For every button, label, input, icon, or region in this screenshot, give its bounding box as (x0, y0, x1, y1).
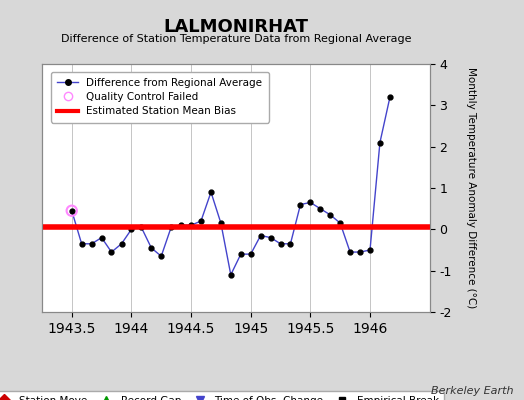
Text: Difference of Station Temperature Data from Regional Average: Difference of Station Temperature Data f… (61, 34, 411, 44)
Legend: Station Move, Record Gap, Time of Obs. Change, Empirical Break: Station Move, Record Gap, Time of Obs. C… (0, 390, 444, 400)
Text: LALMONIRHAT: LALMONIRHAT (163, 18, 308, 36)
Y-axis label: Monthly Temperature Anomaly Difference (°C): Monthly Temperature Anomaly Difference (… (466, 67, 476, 309)
Text: Berkeley Earth: Berkeley Earth (431, 386, 514, 396)
Point (68, 208, 76, 214)
